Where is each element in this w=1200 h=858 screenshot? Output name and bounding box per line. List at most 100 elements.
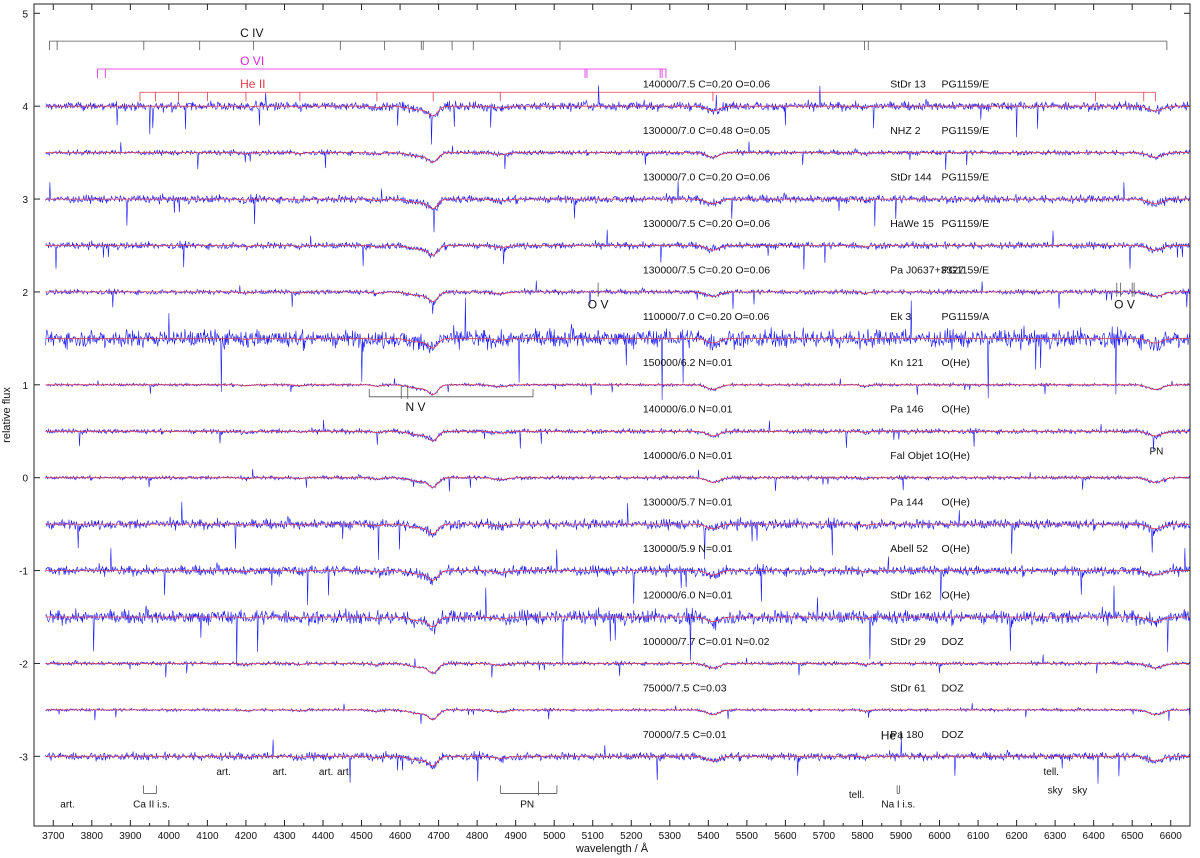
annotation: art. [216, 767, 230, 778]
x-tick-label: 6600 [1160, 831, 1183, 842]
series-type-label: PG1159/E [941, 79, 989, 91]
series-type-label: O(He) [941, 589, 970, 601]
x-tick-label: 5000 [543, 831, 566, 842]
series-star-label: Pa 180 [890, 729, 923, 741]
annotation: art. [319, 767, 333, 778]
series-model-label: 120000/6.0 N=0.01 [643, 589, 733, 601]
series-model-label: 130000/7.5 C=0.20 O=0.06 [643, 218, 770, 230]
series-type-label: DOZ [941, 729, 964, 741]
x-tick-label: 3700 [42, 831, 65, 842]
model-spectrum [45, 616, 1190, 628]
series-star-label: Kn 121 [890, 357, 923, 369]
x-tick-label: 6000 [928, 831, 951, 842]
series-type-label: O(He) [941, 404, 970, 416]
observed-spectrum [45, 585, 1191, 666]
model-spectrum [45, 152, 1190, 163]
model-spectrum [45, 477, 1190, 488]
x-tick-label: 3900 [119, 831, 142, 842]
series-type-label: DOZ [941, 682, 964, 694]
observed-spectrum [45, 419, 1191, 451]
y-tick-label: 1 [22, 381, 28, 392]
series-type-label: O(He) [941, 497, 970, 509]
annotation-label: O V [588, 298, 609, 312]
series-type-label: PG1159/E [941, 125, 989, 137]
annotation-label: tell. [849, 790, 865, 801]
spectrum-6: 150000/6.2 N=0.01 Kn 121 O(He) [45, 357, 1190, 397]
series-star-label: StDr 162 [890, 589, 932, 601]
observed-spectrum [45, 548, 1191, 606]
annotation: Ca II i.s. [133, 785, 170, 810]
series-type-label: O(He) [941, 450, 970, 462]
annotation: art. [337, 767, 351, 778]
series-star-label: Ek 3 [890, 311, 911, 323]
spectrum-13: 75000/7.5 C=0.03 StDr 61 DOZ [45, 682, 1191, 724]
x-tick-label: 4100 [196, 831, 219, 842]
series-model-label: 70000/7.5 C=0.01 [643, 729, 727, 741]
spectrum-4: 130000/7.5 C=0.20 O=0.06 Pa J0637+3327PG1… [45, 264, 1191, 314]
series-model-label: 130000/7.0 C=0.48 O=0.05 [643, 125, 770, 137]
model-spectrum [45, 755, 1190, 767]
series-model-label: 130000/7.5 C=0.20 O=0.06 [643, 264, 770, 276]
annotation-label: tell. [1043, 767, 1059, 778]
series-type-label: PG1159/E [941, 218, 989, 230]
series-model-label: 140000/7.5 C=0.20 O=0.06 [643, 79, 770, 91]
series-model-label: 130000/5.9 N=0.01 [643, 543, 733, 555]
model-spectrum [45, 105, 1190, 117]
observed-spectrum [45, 297, 1191, 401]
model-spectrum [45, 384, 1190, 395]
x-tick-label: 4900 [505, 831, 528, 842]
x-tick-label: 6300 [1044, 831, 1067, 842]
annotation-label: He I [881, 729, 903, 743]
spectra-series: 140000/7.5 C=0.20 O=0.06 StDr 13 PG1159/E1… [45, 79, 1191, 784]
series-model-label: 110000/7.0 C=0.20 O=0.06 [643, 311, 770, 323]
series-type-label: PG1159/A [941, 311, 989, 323]
annotation-label: PN [1150, 446, 1164, 457]
series-star-label: Fal Objet 1 [890, 450, 942, 462]
x-tick-label: 6200 [1005, 831, 1028, 842]
spectrum-0: 140000/7.5 C=0.20 O=0.06 StDr 13 PG1159/E [45, 79, 1190, 145]
x-tick-label: 4700 [427, 831, 450, 842]
observed-spectrum [45, 85, 1190, 145]
series-model-label: 150000/6.2 N=0.01 [643, 357, 733, 369]
x-axis-label: wavelength / Å [575, 842, 649, 855]
x-tick-label: 4800 [466, 831, 489, 842]
x-tick-label: 5200 [620, 831, 643, 842]
annotation-label: art. [319, 767, 333, 778]
x-tick-label: 5400 [697, 831, 720, 842]
spectrum-9: 130000/5.7 N=0.01 Pa 144 O(He) [45, 497, 1191, 560]
series-star-label: Abell 52 [890, 543, 928, 555]
x-tick-label: 4200 [235, 831, 258, 842]
annotation: art. [273, 767, 287, 778]
annotation: N V [368, 384, 534, 414]
x-tick-label: 5300 [659, 831, 682, 842]
series-model-label: 140000/6.0 N=0.01 [643, 450, 733, 462]
spectrum-2: 130000/7.0 C=0.20 O=0.06 StDr 144 PG1159/E [45, 171, 1191, 233]
x-tick-label: 4600 [389, 831, 412, 842]
series-model-label: 130000/7.0 C=0.20 O=0.06 [643, 171, 770, 183]
model-spectrum [45, 570, 1190, 581]
annotation-label: PN [520, 799, 534, 810]
annotation: He I [881, 729, 903, 743]
x-tick-label: 4000 [158, 831, 181, 842]
spectrum-8: 140000/6.0 N=0.01 Fal Objet 1 O(He) [45, 450, 1191, 492]
series-star-label: StDr 144 [890, 171, 932, 183]
annotation: art. [60, 799, 74, 810]
annotation: sky [1048, 785, 1063, 796]
annotation: O V [588, 282, 609, 312]
feature-annotations: O V O V N V PN PN He I art. Ca II i.s. art. art. a… [60, 282, 1164, 810]
x-tick-label: 6400 [1083, 831, 1106, 842]
annotation: sky [1072, 785, 1087, 796]
ladder-label: He II [240, 77, 265, 91]
annotation: PN [500, 781, 558, 810]
series-type-label: O(He) [941, 543, 970, 555]
spectrum-5: 110000/7.0 C=0.20 O=0.06 Ek 3 PG1159/A [45, 297, 1191, 401]
annotation: O V [1114, 282, 1135, 312]
annotation-label: art. [273, 767, 287, 778]
x-tick-label: 4400 [312, 831, 335, 842]
series-star-label: StDr 29 [890, 636, 926, 648]
model-spectrum [45, 245, 1190, 256]
y-tick-label: 4 [22, 102, 28, 113]
y-tick-label: -2 [19, 659, 28, 670]
y-axis-label: relative flux [1, 387, 13, 443]
